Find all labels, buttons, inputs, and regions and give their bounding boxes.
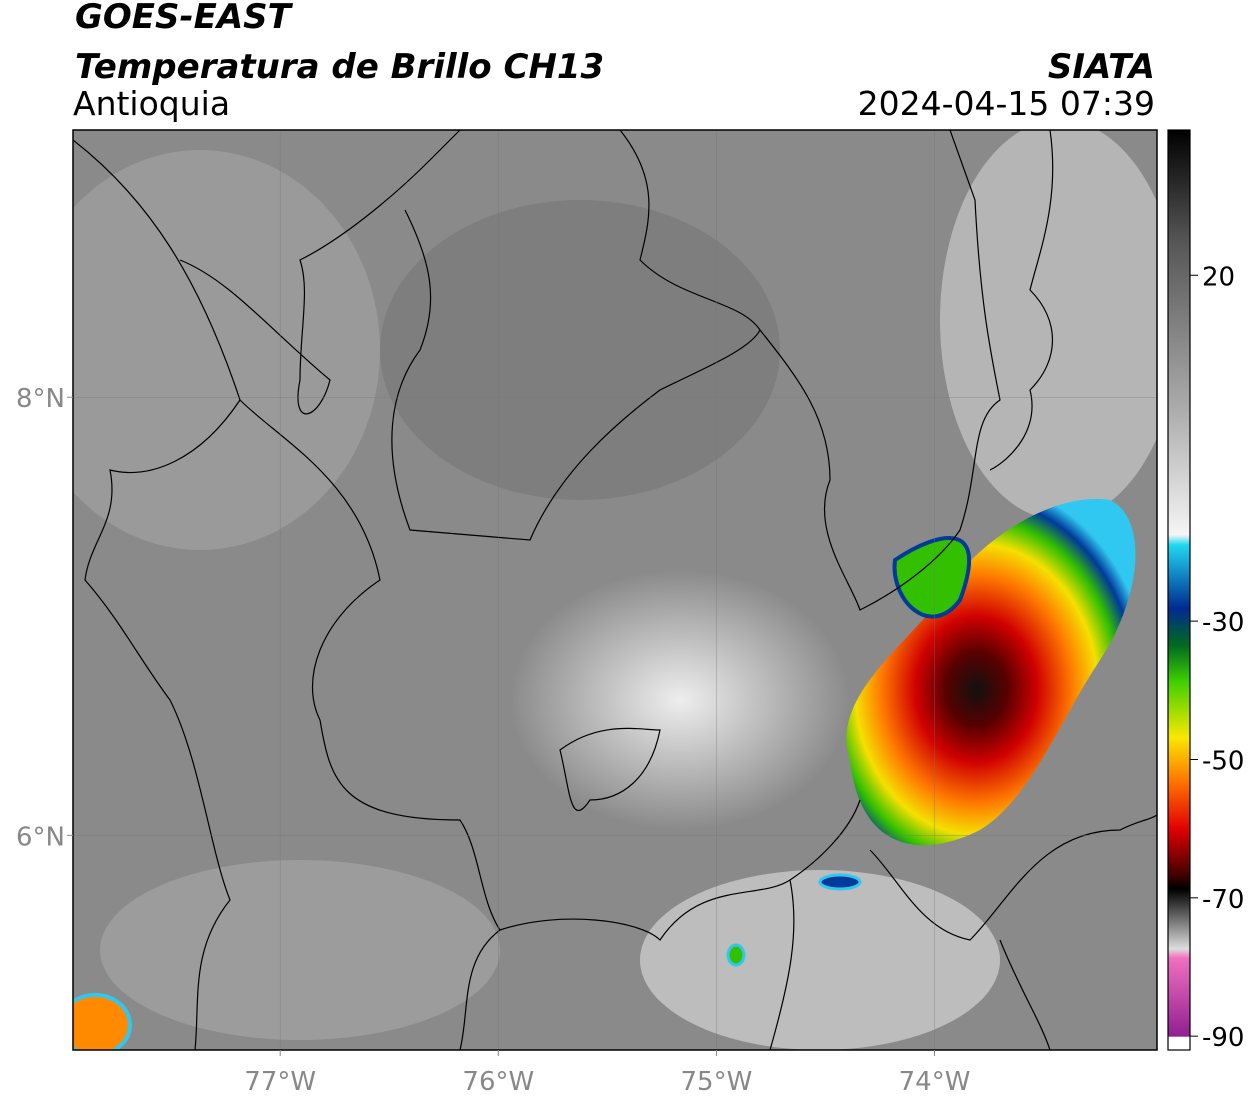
border <box>989 130 1054 471</box>
colorbar-label: -30 <box>1202 608 1244 638</box>
cloud <box>380 200 780 500</box>
imagery <box>73 130 1157 1050</box>
storm-cell <box>818 873 862 891</box>
storm-cell <box>846 499 1136 846</box>
cloud <box>100 860 500 1040</box>
border <box>459 879 1051 1050</box>
colorbar <box>1167 129 1191 1051</box>
colorbar-label: -70 <box>1202 885 1244 915</box>
cloud <box>510 570 850 830</box>
title: GOES-EAST <box>75 0 294 37</box>
subtitle: Temperatura de Brillo CH13 <box>75 47 604 87</box>
lat-label: 6°N <box>16 822 65 852</box>
cloud <box>73 150 380 550</box>
lon-label: 75°W <box>681 1067 753 1097</box>
coastline <box>179 130 461 415</box>
datetime: 2024-04-15 07:39 <box>858 84 1155 123</box>
lon-label: 77°W <box>244 1067 316 1097</box>
lon-label: 74°W <box>899 1067 971 1097</box>
storm-cell <box>892 535 972 619</box>
borders <box>73 130 1157 1050</box>
storm-cell <box>726 943 746 967</box>
border <box>759 130 1001 611</box>
border <box>559 727 661 811</box>
colorbar-label: 20 <box>1202 262 1235 292</box>
colorbar-label: -90 <box>1202 1023 1244 1053</box>
colorbar-label: -50 <box>1202 746 1244 776</box>
border <box>391 130 761 541</box>
border <box>869 814 1157 941</box>
cloud <box>640 870 1000 1050</box>
source: SIATA <box>1048 47 1155 87</box>
storm-cell <box>73 993 132 1050</box>
lon-label: 76°W <box>462 1067 534 1097</box>
border <box>239 399 861 941</box>
cloud <box>940 130 1157 520</box>
map-frame <box>72 129 1158 1051</box>
region: Antioquia <box>73 84 230 123</box>
lat-label: 8°N <box>16 384 65 414</box>
coastline <box>73 139 241 1050</box>
